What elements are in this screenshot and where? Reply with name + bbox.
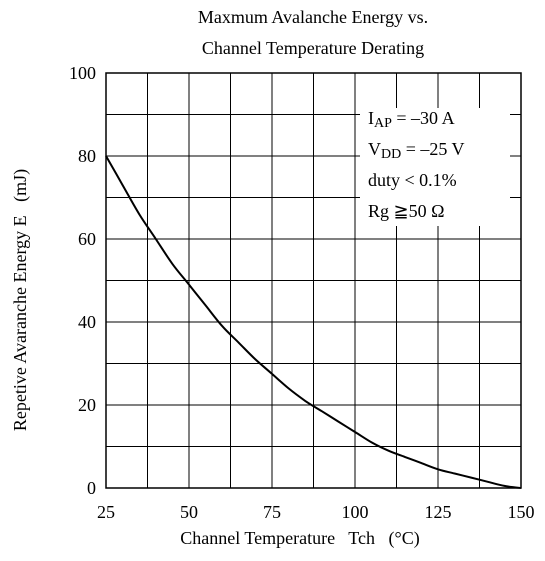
plot-frame: [105, 72, 522, 489]
x-tick-label: 50: [180, 502, 198, 522]
annotation-entry: Rg ≧50 Ω: [368, 201, 444, 221]
annotation-legend: IAP = –30 A VDD = –25 V duty < 0.1% Rg ≧50 …: [368, 108, 465, 221]
x-tick-label: 150: [508, 502, 535, 522]
x-tick-label: 75: [263, 502, 281, 522]
annotation-entry: VDD = –25 V: [368, 139, 465, 162]
annotation-entry: IAP = –30 A: [368, 108, 455, 131]
y-tick-label: 20: [78, 395, 96, 415]
annotation-box: [360, 108, 510, 226]
grid: [106, 73, 521, 488]
chart-title-line-2: Channel Temperature Derating: [202, 38, 424, 58]
y-tick-label: 40: [78, 312, 96, 332]
y-axis-label: Repetive Avaranche Energy E (mJ): [10, 169, 31, 431]
x-tick-label: 125: [425, 502, 452, 522]
y-tick-label: 0: [87, 478, 96, 498]
tick-labels: 25 50 75 100 125 150 0 20 40 60 80 100: [69, 63, 535, 522]
annotation-entry: duty < 0.1%: [368, 170, 457, 190]
chart-title-line-1: Maxmum Avalanche Energy vs.: [198, 7, 428, 27]
series-line: [105, 155, 522, 489]
y-tick-label: 100: [69, 63, 96, 83]
x-tick-label: 100: [342, 502, 369, 522]
x-tick-label: 25: [97, 502, 115, 522]
x-axis-label: Channel Temperature Tch (°C): [180, 528, 419, 549]
y-tick-label: 60: [78, 229, 96, 249]
y-tick-label: 80: [78, 146, 96, 166]
